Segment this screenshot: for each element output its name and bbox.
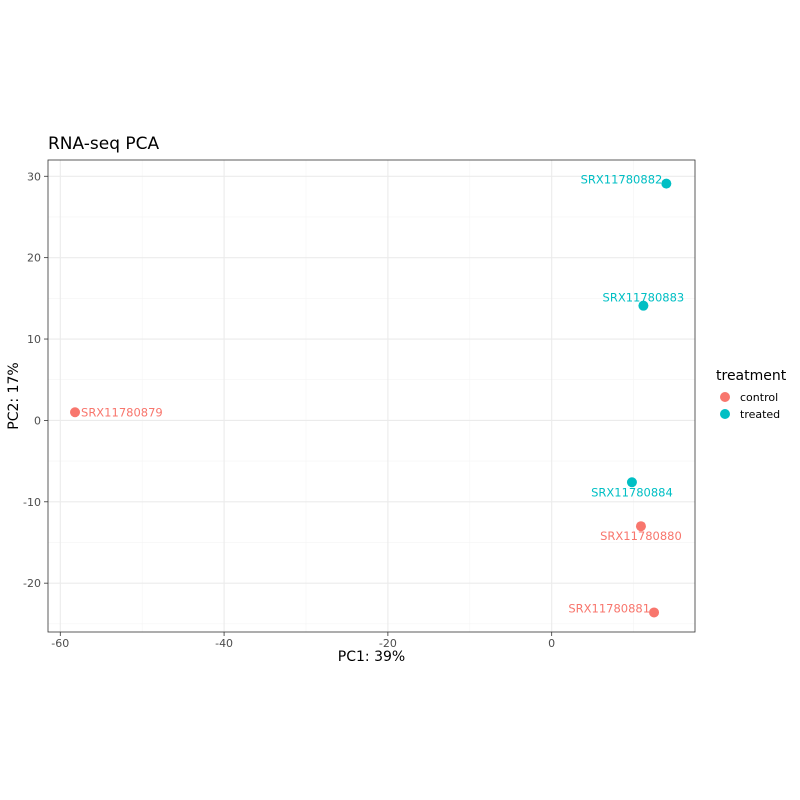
data-point: [649, 607, 660, 618]
legend-title: treatment: [716, 368, 787, 384]
x-tick-label: -20: [379, 637, 397, 650]
y-tick-label: 10: [27, 333, 41, 346]
legend-label: control: [740, 391, 778, 404]
legend-label: treated: [740, 408, 780, 421]
y-tick-label: -20: [23, 577, 41, 590]
data-point: [635, 521, 646, 532]
plot-panel: [47, 159, 696, 633]
legend-key: [720, 392, 730, 402]
y-tick-label: 20: [27, 252, 41, 265]
point-label: SRX11780884: [591, 485, 673, 499]
legend: treatment control treated: [716, 368, 787, 421]
y-tick-label: 0: [34, 414, 41, 427]
point-label: SRX11780879: [81, 405, 163, 419]
grid: [48, 160, 695, 632]
x-tick-label: -60: [51, 637, 69, 650]
y-tick-label: -10: [23, 496, 41, 509]
x-axis-title: PC1: 39%: [338, 649, 405, 665]
data-point: [70, 407, 81, 418]
axis-ticks: -60 -40 -20 0 -20 -10 0 10 20 30: [23, 170, 555, 650]
data-point: [638, 300, 649, 311]
point-label: SRX11780880: [600, 529, 682, 543]
data-point: [661, 178, 672, 189]
x-tick-label: -40: [215, 637, 233, 650]
data-points: [70, 178, 672, 618]
x-tick-label: 0: [548, 637, 555, 650]
point-label: SRX11780881: [568, 601, 650, 615]
point-labels: SRX11780879 SRX11780880 SRX11780881 SRX1178…: [81, 173, 684, 616]
data-point: [626, 477, 637, 488]
legend-key: [720, 409, 730, 419]
point-label: SRX11780883: [603, 291, 685, 305]
point-label: SRX11780882: [581, 173, 663, 187]
y-tick-label: 30: [27, 170, 41, 183]
chart-title: RNA-seq PCA: [48, 134, 160, 154]
y-axis-title: PC2: 17%: [6, 362, 22, 429]
